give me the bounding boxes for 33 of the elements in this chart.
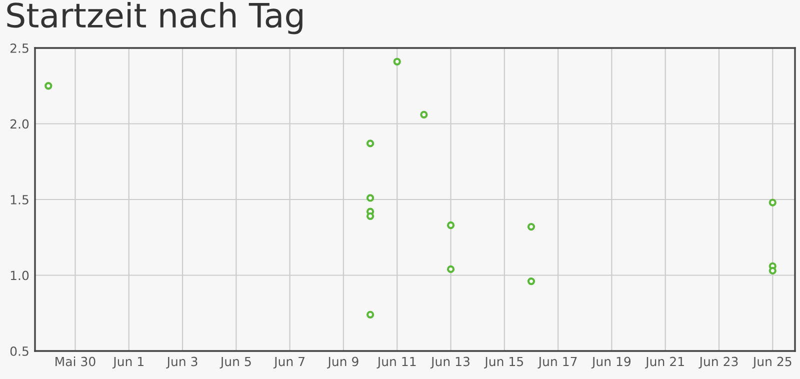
x-tick-label: Jun 19 [591,356,631,369]
x-tick-label: Mai 30 [56,356,96,366]
x-tick-label: Jun 25 [752,356,792,369]
point [420,110,428,118]
point [366,194,374,202]
x-tick-label: Jun 11 [376,356,416,369]
y-tick-label: 2.5 [10,43,28,53]
point [768,266,776,275]
y-tick-label: 1.5 [10,195,28,204]
x-tick-label: Jun 13 [430,356,470,369]
chart-title: Startzeit nach Tag [7,2,302,34]
point [393,58,401,66]
point [44,82,52,90]
point [446,221,455,230]
x-tick-label: Jun 7 [273,356,304,369]
x-tick-label: Jun 5 [220,356,251,369]
x-tick-label: Jun 9 [327,356,358,369]
x-tick-label: Jun 21 [645,356,684,369]
point [366,212,374,220]
x-tick-label: Jun 17 [538,356,577,369]
y-tick-label: 0.5 [10,346,28,356]
point [527,277,536,286]
x-tick-label: Jun 15 [484,356,524,369]
point [446,265,455,274]
y-tick-label: 1.0 [10,270,29,280]
point [366,140,374,148]
point [527,222,536,231]
y-tick-label: 2.0 [10,119,29,129]
x-tick-label: Jun 23 [698,356,738,369]
x-tick-label: Jun 3 [166,356,198,369]
point [366,310,374,318]
x-tick-label: Jun 1 [112,356,144,369]
point [768,198,776,206]
